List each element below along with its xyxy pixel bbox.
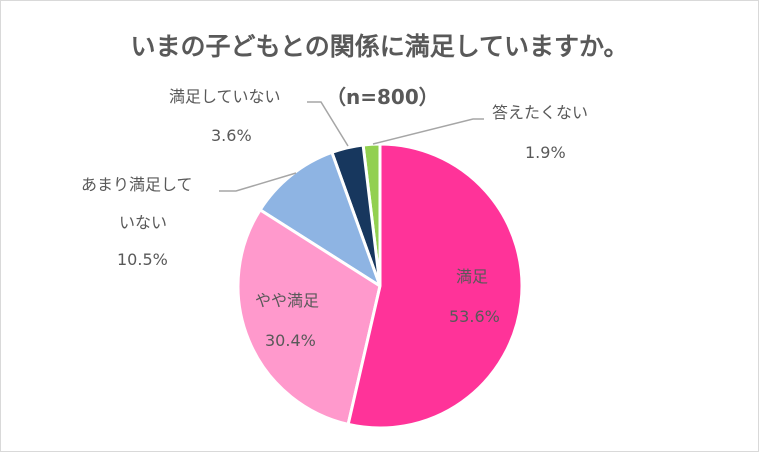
pie-slice-satisfied: [346, 142, 524, 430]
slice-label-not-satisfied: 満足していない: [169, 87, 281, 106]
slice-value-satisfied: 53.6%: [449, 307, 500, 326]
slice-label-satisfied: 満足: [456, 267, 489, 286]
leader-line-no-answer: [372, 118, 484, 145]
leader-line-not-satisfied: [307, 101, 349, 147]
slice-label-somewhat-unsatisfied-line2: いない: [119, 213, 168, 232]
slice-label-somewhat-unsatisfied-line1: あまり満足して: [81, 175, 193, 194]
slice-value-somewhat-unsatisfied: 10.5%: [117, 250, 168, 269]
sample-size-note: （n=800）: [326, 85, 439, 109]
slice-label-somewhat-satisfied: やや満足: [255, 291, 320, 310]
slice-value-no-answer: 1.9%: [525, 143, 566, 162]
pie-slice-somewhat-satisfied: [236, 208, 382, 426]
slice-label-no-answer: 答えたくない: [492, 103, 589, 122]
chart-title: いまの子どもとの関係に満足していますか。: [130, 32, 629, 61]
slice-value-not-satisfied: 3.6%: [211, 126, 252, 145]
leader-line-somewhat-unsatisfied: [219, 172, 297, 192]
slice-value-somewhat-satisfied: 30.4%: [265, 331, 316, 350]
